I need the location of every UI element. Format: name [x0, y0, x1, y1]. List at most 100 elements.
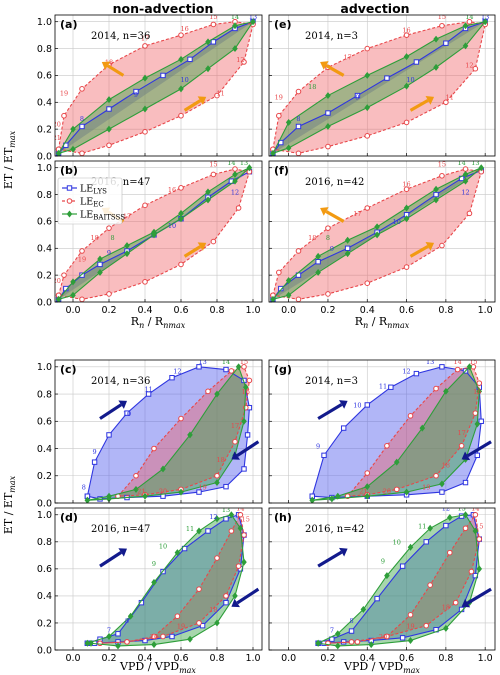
x-tick-label: 0.2: [320, 653, 335, 664]
marker-bait: [403, 204, 410, 212]
hour-label: 16: [473, 388, 481, 396]
x-axis-label-vpd-left: VPD / VPDmax​: [119, 660, 196, 675]
legend-entry-bait: LEBAITSSS: [62, 210, 125, 222]
marker-ec: [106, 291, 112, 297]
direction-arrow-head: [320, 61, 329, 70]
marker-ec: [462, 525, 469, 532]
panel-a: 191817161514131211109820210.00.20.40.60.…: [37, 14, 263, 162]
series-line-ec: [347, 366, 480, 497]
plot-area: 19181716151413121110982021: [53, 15, 257, 156]
hour-label: 7: [330, 626, 334, 634]
series-line-lys: [58, 21, 254, 154]
marker-bait: [472, 527, 479, 535]
hour-label: 21: [137, 487, 145, 495]
marker-ec: [79, 248, 85, 254]
marker-bait: [232, 170, 238, 178]
axes-frame: [268, 160, 496, 303]
series-line-lys: [86, 366, 250, 500]
panel-letter: (b): [60, 164, 78, 177]
marker-bait: [364, 492, 371, 500]
marker-bait: [174, 549, 181, 557]
hour-label: 18: [209, 606, 217, 614]
marker-lys: [169, 375, 175, 381]
marker-lys: [79, 123, 85, 130]
marker-bait: [106, 632, 112, 640]
x-axis-label-rn-left: Rn​ / Rnmax​: [131, 315, 186, 330]
marker-ec: [178, 415, 184, 422]
marker-lys: [399, 635, 406, 641]
x-tick-label: 0.8: [438, 653, 453, 664]
marker-ec: [178, 261, 184, 268]
panels: 191817161514131211109820210.00.20.40.60.…: [37, 13, 496, 664]
envelope-lys: [58, 21, 253, 154]
x-tick-label: 1.0: [478, 305, 493, 316]
y-tick-label: 0.2: [37, 270, 52, 281]
x-tick-label: 0.8: [209, 305, 224, 316]
panel-letter: (h): [274, 511, 292, 524]
x-tick-label: 0.6: [173, 653, 188, 664]
marker-bait: [384, 572, 390, 580]
envelope-lys: [87, 514, 245, 644]
marker-bait: [407, 637, 414, 645]
marker-bait: [88, 639, 94, 647]
x-tick-label: 0.6: [399, 305, 414, 316]
hour-label: 14: [471, 505, 479, 513]
hour-label: 14: [236, 505, 244, 513]
marker-ec: [178, 32, 184, 38]
x-axis-label-rn-right: Rn​ / Rnmax​: [355, 315, 410, 330]
panel-letter: (a): [60, 18, 77, 31]
series-line-ec: [117, 366, 250, 497]
marker-bait: [315, 639, 321, 647]
marker-bait: [151, 578, 157, 586]
hour-label: 11: [418, 522, 426, 530]
direction-arrow-shaft: [317, 550, 343, 568]
marker-bait: [325, 122, 331, 130]
envelope-bait: [272, 21, 486, 154]
direction-arrow-shaft: [99, 551, 123, 568]
marker-ec: [439, 22, 445, 29]
marker-ec: [232, 438, 238, 445]
hour-label: 20: [53, 120, 61, 128]
marker-bait: [70, 278, 76, 286]
y-tick-label: 1.0: [37, 163, 52, 174]
marker-ec: [295, 248, 302, 254]
hour-label: 11: [186, 525, 194, 533]
y-tick-label: 0.8: [37, 389, 52, 400]
marker-ec: [241, 364, 247, 370]
marker-bait: [142, 74, 148, 82]
marker-ec: [142, 202, 148, 209]
marker-bait: [407, 543, 414, 551]
direction-arrow-shaft: [466, 587, 492, 605]
hour-label: 14: [465, 13, 473, 21]
legend-marker: [66, 185, 73, 191]
marker-bait: [443, 387, 449, 395]
marker-bait: [285, 144, 292, 152]
marker-ec: [160, 633, 166, 640]
x-axis-label-vpd-right: VPD / VPDmax​: [343, 660, 420, 675]
hour-label: 9: [93, 448, 97, 456]
marker-ec: [106, 225, 112, 231]
marker-bait: [433, 35, 439, 43]
direction-arrow-head: [231, 451, 240, 460]
panel-b: 19 18 17 16 15 14 13 12 10 98 20 0.0 0.2 0.4 0.6 0.8 1.0…: [37, 160, 263, 316]
marker-bait: [214, 515, 220, 523]
series-line-bait: [317, 514, 480, 647]
marker-lys: [196, 364, 202, 370]
direction-arrow-head: [101, 61, 111, 70]
hour-label: 12: [231, 189, 239, 197]
marker-lys: [196, 489, 202, 495]
marker-lys: [439, 364, 445, 370]
marker-ec: [325, 291, 331, 297]
y-tick-label: 1.0: [37, 362, 52, 373]
x-tick-label: 0.6: [399, 653, 414, 664]
marker-lys: [97, 261, 103, 268]
hour-label: 9: [107, 249, 111, 257]
x-tick-label: 0.0: [65, 305, 80, 316]
plot-area: 9 10 11 12 13 14 15 18 19 20 7 8: [315, 505, 492, 650]
marker-lys: [106, 432, 112, 438]
plot-area: 18 17 16 15 14 13 12 10 98: [270, 161, 485, 302]
marker-lys: [241, 466, 247, 472]
x-tick-label: 1.0: [245, 653, 260, 664]
marker-lys: [106, 106, 112, 112]
marker-ec: [348, 639, 355, 645]
